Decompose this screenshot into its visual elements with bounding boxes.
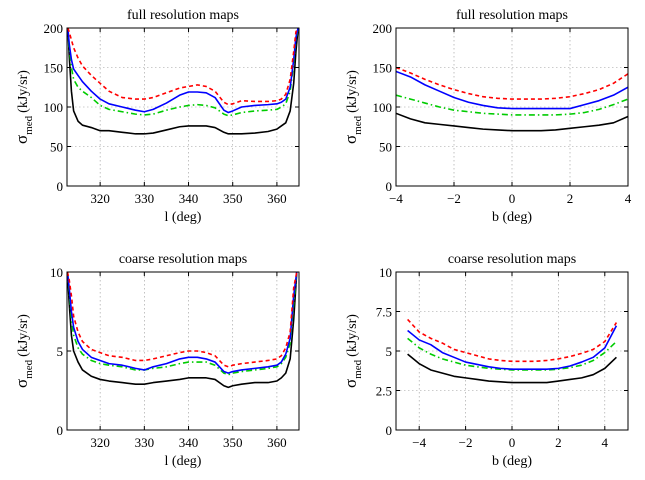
series-line-3 [407,325,618,370]
y-tick-label: 5 [57,344,64,359]
chart-title: full resolution maps [127,8,239,23]
x-tick-label: 340 [179,435,199,450]
chart-panel-2: −4 −2 0 2 4 0 50 100 150 200 full resolution maps b… [341,8,632,225]
x-tick-label: −4 [412,435,426,450]
x-tick-label: 360 [267,191,287,206]
x-tick-label: 2 [567,191,574,206]
x-axis-label: b (deg) [492,454,532,469]
chart-panel-3: 320 330 340 350 360 0 5 10 coarse resolution map… [12,252,300,469]
y-axis-label: σmed(kJy/sr) [12,70,35,144]
y-tick-label: 100 [373,100,393,115]
y-tick-label: 150 [44,61,64,76]
x-tick-label: 330 [135,435,155,450]
x-axis-label: l (deg) [165,210,202,225]
series-line-2 [67,28,299,117]
x-tick-label: 320 [90,435,110,450]
y-axis-label: σmed(kJy/sr) [341,70,364,144]
series-line-3 [67,272,298,374]
chart-panel-4: −4 −2 0 2 4 0 2.5 5 7.5 10 coarse resolution maps b… [341,252,629,469]
y-tick-label: 200 [44,21,64,36]
y-axis-label: σmed(kJy/sr) [341,314,364,388]
series-line-1 [407,353,617,384]
x-tick-label: −4 [389,191,403,206]
series-line-4 [67,272,298,368]
x-tick-label: 320 [90,191,110,206]
y-tick-label: 0 [57,179,64,194]
series-line-4 [396,66,628,100]
series-line-1 [67,272,298,389]
series-line-2 [67,272,298,376]
y-tick-label: 0 [57,423,64,438]
y-tick-label: 200 [373,21,393,36]
y-tick-label: 0 [386,423,393,438]
y-tick-label: 2.5 [376,384,392,399]
y-tick-label: 5 [386,344,393,359]
series-line-2 [396,94,628,116]
series-line-4 [407,318,618,363]
x-tick-label: 330 [135,191,155,206]
x-tick-label: 4 [625,191,632,206]
x-axis-label: b (deg) [492,210,532,225]
y-tick-label: 50 [379,140,392,155]
x-tick-label: 2 [555,435,562,450]
y-tick-label: 10 [50,265,63,280]
x-tick-label: −2 [447,191,461,206]
series-line-1 [396,112,628,132]
x-tick-label: 4 [602,435,609,450]
x-axis-label: l (deg) [165,454,202,469]
x-tick-label: 360 [267,435,287,450]
x-tick-label: 0 [509,435,516,450]
x-tick-label: 0 [509,191,516,206]
x-tick-label: −2 [459,435,473,450]
series-line-1 [67,28,299,135]
y-tick-label: 150 [373,61,393,76]
y-tick-label: 100 [44,100,64,115]
x-tick-label: 340 [179,191,199,206]
y-axis-label: σmed(kJy/sr) [12,314,35,388]
series-line-3 [396,70,628,110]
chart-panel-1: 320 330 340 350 360 0 50 100 150 200 full resoluti… [12,8,300,225]
chart-title: coarse resolution maps [119,252,247,267]
series-line-3 [67,28,299,114]
x-tick-label: 350 [223,191,243,206]
x-tick-label: 350 [223,435,243,450]
chart-title: coarse resolution maps [448,252,576,267]
y-tick-label: 0 [386,179,393,194]
y-tick-label: 10 [379,265,392,280]
y-tick-label: 7.5 [376,305,392,320]
chart-title: full resolution maps [456,8,568,23]
series-line-4 [67,28,299,106]
y-tick-label: 50 [50,140,63,155]
